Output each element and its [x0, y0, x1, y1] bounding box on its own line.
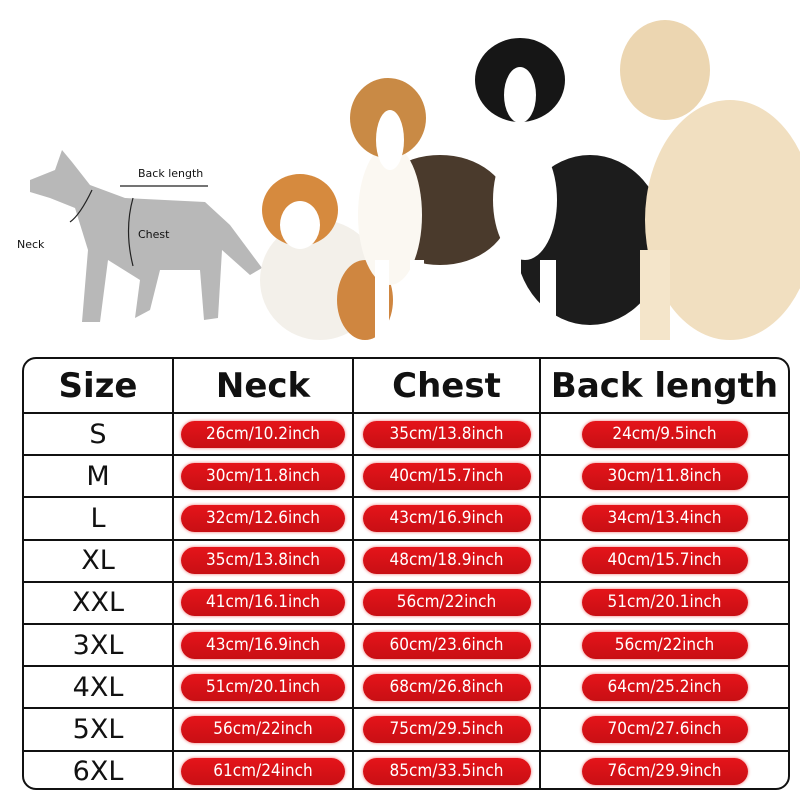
- beagle: [350, 78, 510, 340]
- size-cell: 3XL: [72, 629, 124, 661]
- size-cell: 6XL: [72, 756, 124, 788]
- border-collie: [475, 38, 665, 340]
- back-length-cell: 40cm/15.7inch: [581, 547, 748, 575]
- neck-cell: 61cm/24inch: [181, 758, 345, 786]
- chest-cell: 48cm/18.9inch: [362, 547, 531, 575]
- chest-cell: 60cm/23.6inch: [362, 631, 531, 659]
- table-header-row: Size Neck Chest Back length: [24, 359, 788, 412]
- corgi: [260, 174, 393, 340]
- dog-silhouette: [30, 150, 262, 322]
- labrador: [620, 20, 800, 340]
- back-length-cell: 70cm/27.6inch: [581, 715, 748, 743]
- header-size: Size: [58, 365, 138, 406]
- back-length-cell: 51cm/20.1inch: [581, 589, 748, 617]
- table-row: 6XL 61cm/24inch 85cm/33.5inch 76cm/29.9inch: [24, 749, 788, 788]
- neck-cell: 43cm/16.9inch: [181, 631, 345, 659]
- table-row: L 32cm/12.6inch 43cm/16.9inch 34cm/13.4inch: [24, 496, 788, 539]
- back-length-cell: 30cm/11.8inch: [581, 462, 748, 490]
- chest-cell: 68cm/26.8inch: [362, 673, 531, 701]
- neck-cell: 35cm/13.8inch: [181, 547, 345, 575]
- header-neck: Neck: [172, 359, 352, 412]
- neck-cell: 26cm/10.2inch: [181, 420, 345, 448]
- size-cell: 5XL: [72, 713, 124, 745]
- dog-illustration: [30, 20, 800, 340]
- neck-cell: 41cm/16.1inch: [181, 589, 345, 617]
- size-cell: XXL: [71, 587, 125, 619]
- chest-cell: 75cm/29.5inch: [362, 715, 531, 743]
- size-cell: M: [86, 460, 110, 492]
- back-length-cell: 64cm/25.2inch: [581, 673, 748, 701]
- header-back-length: Back length: [539, 359, 788, 412]
- back-length-cell: 24cm/9.5inch: [581, 420, 748, 448]
- neck-cell: 56cm/22inch: [181, 715, 345, 743]
- back-length-cell: 34cm/13.4inch: [581, 504, 748, 532]
- size-cell: L: [90, 502, 106, 534]
- neck-cell: 30cm/11.8inch: [181, 462, 345, 490]
- chest-cell: 43cm/16.9inch: [362, 504, 531, 532]
- table-row: 3XL 43cm/16.9inch 60cm/23.6inch 56cm/22inch: [24, 622, 788, 666]
- header-chest: Chest: [352, 359, 539, 412]
- chest-cell: 85cm/33.5inch: [362, 758, 531, 786]
- size-chart-table: Size Neck Chest Back length S 26cm/10.2in…: [22, 357, 790, 790]
- table-row: 5XL 56cm/22inch 75cm/29.5inch 70cm/27.6inch: [24, 707, 788, 750]
- size-cell: 4XL: [72, 671, 124, 703]
- back-length-cell: 76cm/29.9inch: [581, 758, 748, 786]
- table-row: 4XL 51cm/20.1inch 68cm/26.8inch 64cm/25.2in…: [24, 665, 788, 708]
- chest-cell: 35cm/13.8inch: [362, 420, 531, 448]
- back-length-cell: 56cm/22inch: [581, 631, 748, 659]
- size-cell: XL: [81, 545, 115, 577]
- table-row: M 30cm/11.8inch 40cm/15.7inch 30cm/11.8inch: [24, 454, 788, 497]
- table-row: XL 35cm/13.8inch 48cm/18.9inch 40cm/15.7inc…: [24, 538, 788, 581]
- table-row: S 26cm/10.2inch 35cm/13.8inch 24cm/9.5inch: [24, 412, 788, 455]
- chest-cell: 40cm/15.7inch: [362, 462, 531, 490]
- back-length-label: Back length: [138, 167, 204, 180]
- table-row: XXL 41cm/16.1inch 56cm/22inch 51cm/20.1inch: [24, 580, 788, 623]
- neck-cell: 32cm/12.6inch: [181, 504, 345, 532]
- chest-label: Chest: [138, 228, 170, 241]
- neck-label: Neck: [17, 238, 45, 251]
- size-cell: S: [89, 418, 107, 450]
- neck-cell: 51cm/20.1inch: [181, 673, 345, 701]
- chest-cell: 56cm/22inch: [362, 589, 531, 617]
- dogs-hero: Back length Chest Neck: [0, 0, 800, 350]
